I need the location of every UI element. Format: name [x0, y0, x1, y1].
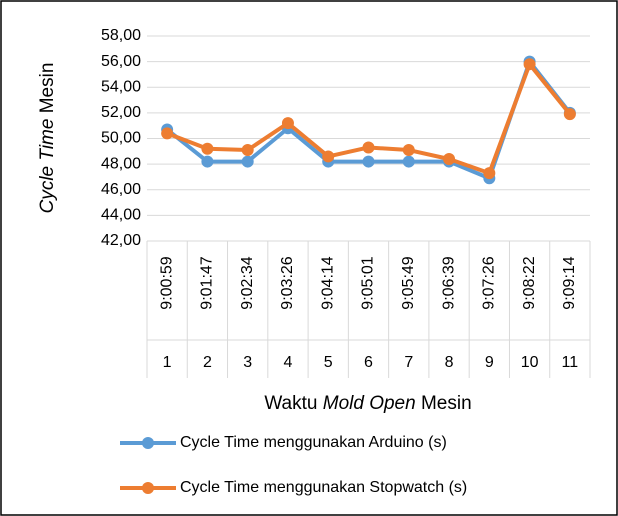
y-tick-label: 42,00 — [101, 232, 141, 249]
data-point — [322, 150, 335, 163]
data-point — [402, 144, 415, 157]
x-group-label: 9 — [485, 354, 494, 371]
legend-label: Cycle Time menggunakan Arduino (s) — [180, 434, 447, 451]
data-point — [563, 108, 576, 121]
data-point — [201, 155, 214, 168]
x-tick-label: 9:00:59 — [158, 256, 175, 309]
legend-marker — [142, 482, 154, 494]
data-point — [362, 155, 375, 168]
x-group-label: 8 — [445, 354, 454, 371]
legend-marker — [142, 437, 154, 449]
x-group-label: 5 — [324, 354, 333, 371]
x-group-label: 7 — [404, 354, 413, 371]
y-tick-label: 52,00 — [101, 104, 141, 121]
x-tick-label: 9:05:01 — [360, 256, 377, 309]
y-tick-label: 48,00 — [101, 155, 141, 172]
x-group-label: 10 — [521, 354, 539, 371]
x-tick-label: 9:04:14 — [319, 256, 336, 309]
x-tick-label: 9:07:26 — [481, 256, 498, 309]
legend-label: Cycle Time menggunakan Stopwatch (s) — [180, 479, 467, 496]
x-group-label: 4 — [284, 354, 293, 371]
x-label-italic: Mold Open — [323, 393, 416, 414]
y-label-italic: Cycle Time — [37, 119, 58, 214]
y-tick-label: 50,00 — [101, 130, 141, 147]
x-group-label: 3 — [243, 354, 252, 371]
data-point — [241, 144, 254, 157]
y-tick-label: 58,00 — [101, 27, 141, 44]
x-tick-label: 9:03:26 — [279, 256, 296, 309]
x-tick-label: 9:06:39 — [440, 256, 457, 309]
data-point — [281, 117, 294, 130]
y-axis-label: Cycle Time Mesin — [37, 63, 58, 214]
x-tick-label: 9:08:22 — [521, 256, 538, 309]
x-axis-label: Waktu Mold Open Mesin — [264, 393, 471, 414]
y-tick-label: 44,00 — [101, 207, 141, 224]
data-point — [161, 127, 174, 140]
data-point — [523, 58, 536, 71]
data-point — [402, 155, 415, 168]
y-tick-label: 46,00 — [101, 181, 141, 198]
data-point — [201, 142, 214, 155]
data-point — [362, 141, 375, 154]
y-label-rest: Mesin — [37, 63, 58, 119]
x-group-label: 1 — [163, 354, 172, 371]
x-tick-label: 9:09:14 — [561, 256, 578, 309]
data-point — [483, 167, 496, 180]
x-group-label: 11 — [562, 354, 579, 371]
x-group-label: 2 — [203, 354, 212, 371]
x-tick-label: 9:02:34 — [239, 256, 256, 309]
y-tick-label: 54,00 — [101, 78, 141, 95]
x-tick-label: 9:05:49 — [400, 256, 417, 309]
y-tick-label: 56,00 — [101, 53, 141, 70]
data-point — [241, 155, 254, 168]
x-label-part: Mesin — [416, 393, 472, 414]
data-point — [443, 153, 456, 165]
x-group-label: 6 — [364, 354, 373, 371]
x-label-part: Waktu — [264, 393, 322, 414]
x-tick-label: 9:01:47 — [199, 256, 216, 309]
